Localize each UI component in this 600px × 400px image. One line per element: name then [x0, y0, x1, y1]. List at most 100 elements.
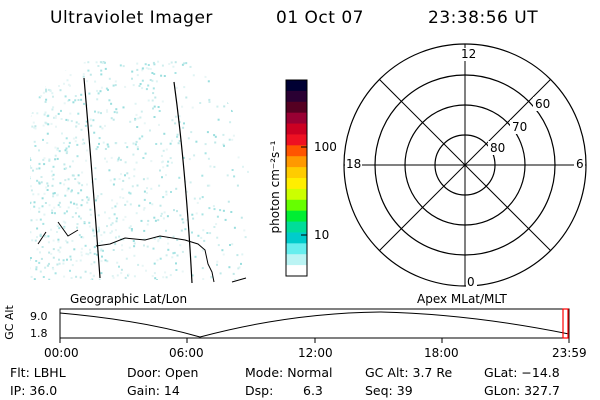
- uv-speckle: [201, 249, 204, 252]
- uv-speckle: [62, 259, 65, 262]
- uv-speckle: [86, 80, 89, 83]
- uv-speckle: [165, 174, 167, 177]
- uv-speckle: [48, 278, 51, 280]
- uv-speckle: [56, 224, 59, 227]
- uv-speckle: [48, 204, 51, 207]
- uv-speckle: [113, 213, 116, 216]
- uv-speckle: [37, 193, 40, 196]
- uv-speckle: [161, 160, 164, 163]
- uv-speckle: [77, 174, 80, 177]
- uv-speckle: [135, 140, 138, 143]
- uv-speckle: [38, 210, 41, 213]
- uv-speckle: [206, 131, 209, 134]
- lat-label-70: 70: [512, 120, 528, 134]
- uv-speckle: [88, 221, 91, 224]
- uv-speckle: [77, 112, 80, 115]
- uv-speckle: [202, 229, 205, 232]
- uv-speckle: [206, 184, 209, 187]
- uv-speckle: [36, 248, 39, 251]
- uv-speckle: [192, 74, 195, 77]
- uv-speckle: [118, 235, 121, 238]
- uv-speckle: [46, 182, 49, 185]
- uv-speckle: [168, 63, 171, 65]
- uv-speckle: [135, 212, 138, 215]
- uv-speckle: [128, 226, 131, 229]
- uv-speckle: [62, 220, 65, 223]
- uv-speckle: [47, 88, 50, 91]
- uv-speckle: [104, 67, 107, 70]
- uv-speckle: [56, 231, 58, 233]
- uv-speckle: [52, 165, 55, 168]
- status-mode: Mode: Normal: [245, 365, 333, 380]
- uv-speckle: [121, 244, 123, 247]
- uv-speckle: [52, 256, 55, 259]
- uv-speckle: [179, 214, 182, 217]
- uv-speckle: [153, 63, 156, 66]
- uv-speckle: [56, 157, 59, 160]
- uv-speckle: [46, 115, 49, 118]
- uv-speckle: [64, 194, 67, 197]
- colorbar-frame: [285, 79, 308, 277]
- uv-speckle: [207, 157, 210, 160]
- uv-speckle: [30, 219, 33, 222]
- uv-speckle: [57, 238, 60, 241]
- mlt-label-0: 0: [467, 275, 475, 289]
- uv-speckle: [51, 209, 54, 212]
- uv-speckle: [136, 126, 139, 128]
- uv-speckle: [41, 197, 44, 200]
- uv-speckle: [64, 179, 67, 182]
- altitude-axis-label: GC Alt: [2, 305, 16, 340]
- uv-speckle: [179, 244, 182, 247]
- uv-speckle: [65, 137, 68, 140]
- uv-speckle: [80, 254, 83, 257]
- uv-speckle: [158, 184, 161, 187]
- uv-speckle: [93, 261, 96, 264]
- uv-speckle: [142, 208, 145, 211]
- uv-speckle: [38, 149, 40, 152]
- uv-speckle: [76, 155, 79, 158]
- uv-speckle: [45, 88, 47, 91]
- uv-speckle: [100, 61, 103, 64]
- uv-speckle: [185, 96, 188, 99]
- uv-speckle: [72, 137, 75, 140]
- uv-speckle: [222, 133, 225, 136]
- uv-speckle: [180, 229, 183, 232]
- colorbar-stripe: [286, 221, 307, 233]
- uv-speckle: [154, 219, 157, 222]
- uv-speckle: [39, 235, 42, 237]
- uv-speckle: [138, 204, 141, 207]
- uv-speckle: [32, 193, 35, 196]
- uv-speckle: [95, 197, 98, 200]
- uv-speckle: [145, 67, 148, 70]
- uv-speckle: [43, 157, 46, 160]
- label-bg-6: [574, 158, 585, 172]
- uv-speckle: [136, 148, 139, 151]
- label-bg-80: [488, 141, 508, 155]
- uv-speckle: [52, 173, 55, 176]
- uv-speckle: [50, 252, 53, 255]
- uv-speckle: [71, 189, 73, 192]
- uv-speckle: [64, 239, 67, 242]
- uv-speckle: [194, 255, 197, 258]
- uv-speckle: [174, 122, 177, 125]
- uv-speckle: [200, 236, 203, 239]
- colorbar-tick-label-10: 10: [314, 228, 330, 242]
- uv-speckle: [102, 141, 105, 144]
- uv-speckle: [90, 263, 93, 266]
- uv-speckle: [47, 264, 50, 267]
- uv-speckle: [54, 146, 57, 149]
- uv-speckle: [33, 205, 36, 208]
- status-dsp-label: Dsp:: [245, 383, 274, 398]
- uv-speckle: [58, 85, 60, 87]
- uv-speckle: [63, 163, 66, 166]
- uv-speckle: [30, 166, 33, 169]
- uv-speckle: [112, 183, 115, 186]
- uv-speckle: [153, 272, 156, 275]
- uv-speckle: [45, 90, 48, 93]
- uv-speckle: [147, 219, 150, 222]
- uv-speckle: [193, 197, 196, 200]
- instrument-title: Ultraviolet Imager: [50, 8, 213, 28]
- uv-speckle: [30, 159, 32, 161]
- alt-ytick-9: 9.0: [30, 310, 48, 323]
- uv-speckle: [47, 123, 50, 126]
